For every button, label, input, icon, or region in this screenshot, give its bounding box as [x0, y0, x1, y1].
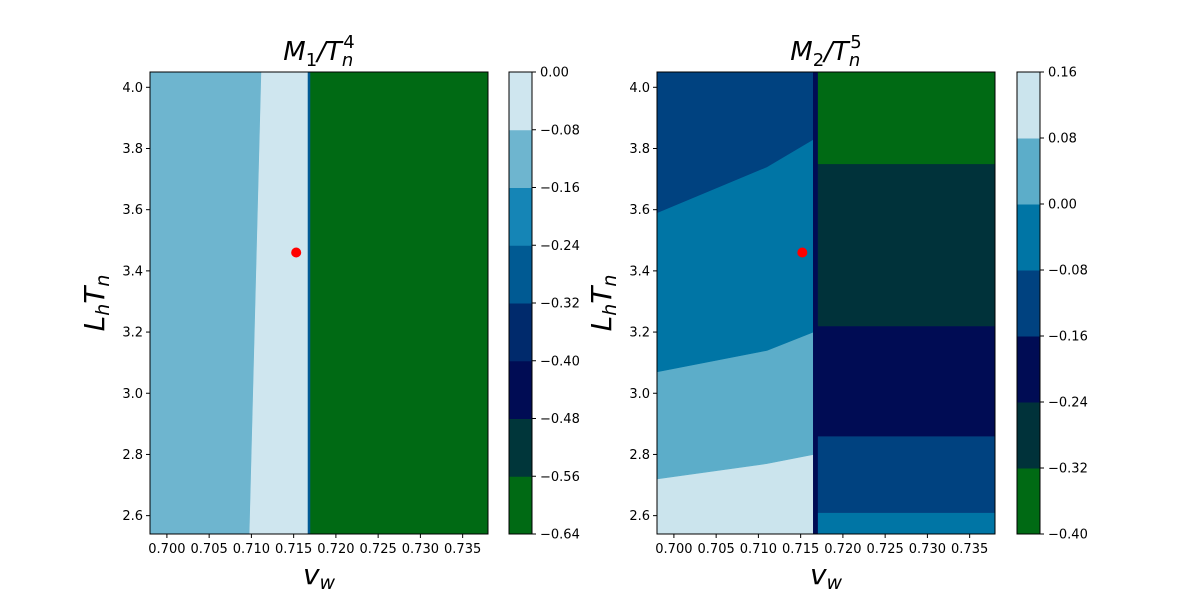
- colorbar-segment: [509, 72, 532, 131]
- contour-region-10: [813, 72, 818, 534]
- y-tick-label: 3.8: [629, 142, 650, 157]
- y-tick-label: 2.6: [122, 509, 143, 524]
- chart-title: M1/Tn4: [283, 32, 354, 71]
- y-tick-label: 4.0: [122, 81, 143, 96]
- contour-region-6: [817, 435, 995, 513]
- contour-regions: [150, 72, 488, 534]
- colorbar-tick-label: −0.40: [1048, 528, 1088, 543]
- colorbar-tick-label: −0.48: [540, 412, 580, 427]
- colorbar-tick-label: −0.24: [1048, 396, 1088, 411]
- colorbar-tick-label: −0.56: [540, 470, 580, 485]
- x-axis-label: vw: [303, 558, 336, 594]
- contour-region-4: [310, 72, 488, 534]
- y-tick-label: 3.8: [122, 142, 143, 157]
- y-tick-label: 3.0: [629, 387, 650, 402]
- colorbar-tick-label: −0.08: [1048, 264, 1088, 279]
- colorbar-segment: [1017, 468, 1040, 535]
- x-tick-label: 0.725: [867, 542, 904, 557]
- x-tick-label: 0.710: [740, 542, 777, 557]
- y-tick-label: 3.6: [122, 203, 143, 218]
- colorbar-tick-label: −0.16: [1048, 330, 1088, 345]
- y-tick-label: 3.4: [629, 264, 650, 279]
- y-tick-label: 2.6: [629, 509, 650, 524]
- colorbar-segment: [509, 476, 532, 535]
- colorbar-segment: [1017, 270, 1040, 337]
- colorbar-segment: [509, 245, 532, 304]
- x-tick-label: 0.700: [148, 542, 185, 557]
- contour-region-3: [307, 72, 311, 534]
- y-tick-label: 3.2: [122, 326, 143, 341]
- chart-title: M2/Tn5: [790, 32, 861, 71]
- colorbar-tick-label: 0.08: [1048, 132, 1077, 147]
- y-tick-label: 3.6: [629, 203, 650, 218]
- x-tick-label: 0.730: [909, 542, 946, 557]
- colorbar: −0.64 −0.56 −0.48 −0.40 −0.32 −0.24 −0.16 −0.08…: [508, 66, 580, 543]
- y-tick-label: 2.8: [629, 448, 650, 463]
- plot-frame: [149, 71, 489, 535]
- colorbar-tick-label: −0.40: [540, 354, 580, 369]
- x-axis-label: vw: [810, 558, 843, 594]
- colorbar-segment: [1017, 402, 1040, 469]
- contour-region-8: [817, 163, 995, 327]
- colorbar-tick-label: −0.24: [540, 239, 580, 254]
- y-axis-label: LhTn: [585, 275, 621, 332]
- x-tick-label: 0.715: [782, 542, 819, 557]
- y-tick-label: 3.4: [122, 264, 143, 279]
- colorbar-segment: [1017, 336, 1040, 403]
- x-tick-label: 0.720: [824, 542, 861, 557]
- contour-region-2: [249, 72, 309, 534]
- y-tick-label: 3.2: [629, 326, 650, 341]
- x-tick-label: 0.705: [191, 542, 228, 557]
- x-tick-label: 0.715: [275, 542, 312, 557]
- contour-regions: [657, 72, 995, 534]
- x-tick-label: 0.720: [317, 542, 354, 557]
- x-tick-label: 0.700: [655, 542, 692, 557]
- colorbar-tick-label: −0.08: [540, 123, 580, 138]
- contour-region-9: [817, 72, 995, 165]
- colorbar-tick-label: −0.64: [540, 528, 580, 543]
- contour-region-1: [150, 72, 262, 534]
- colorbar-tick-label: 0.00: [1048, 198, 1077, 213]
- x-tick-label: 0.730: [402, 542, 439, 557]
- colorbar-segment: [1017, 204, 1040, 271]
- x-tick-label: 0.735: [951, 542, 988, 557]
- contour-region-7: [817, 325, 995, 437]
- colorbar-tick-label: −0.32: [540, 297, 580, 312]
- colorbar-segment: [1017, 138, 1040, 205]
- colorbar-tick-label: 0.16: [1048, 66, 1077, 81]
- chart-panel-2: 0.700 0.705 0.710 0.715 0.720 0.725 0.730 0.735…: [585, 32, 1088, 594]
- x-tick-label: 0.705: [698, 542, 735, 557]
- contour-region-5: [817, 512, 995, 534]
- colorbar: −0.40 −0.32 −0.24 −0.16 −0.08 0.00 0.08 0.16: [1016, 66, 1088, 543]
- y-tick-label: 2.8: [122, 448, 143, 463]
- plot-frame: [656, 71, 996, 535]
- colorbar-segment: [1017, 72, 1040, 139]
- colorbar-frame: [1016, 71, 1041, 535]
- y-tick-label: 3.0: [122, 387, 143, 402]
- colorbar-segment: [509, 129, 532, 188]
- y-tick-label: 4.0: [629, 81, 650, 96]
- colorbar-segment: [509, 303, 532, 362]
- colorbar-tick-label: 0.00: [540, 66, 569, 81]
- colorbar-tick-label: −0.16: [540, 181, 580, 196]
- x-tick-label: 0.710: [233, 542, 270, 557]
- highlight-point: [797, 247, 808, 258]
- x-tick-label: 0.725: [360, 542, 397, 557]
- colorbar-tick-label: −0.32: [1048, 462, 1088, 477]
- colorbar-segment: [509, 187, 532, 246]
- colorbar-segment: [509, 418, 532, 477]
- x-tick-label: 0.735: [444, 542, 481, 557]
- chart-panel-1: 0.700 0.705 0.710 0.715 0.720 0.725 0.730 0.735…: [78, 32, 580, 594]
- y-axis-label: LhTn: [78, 275, 114, 332]
- colorbar-segment: [509, 360, 532, 419]
- highlight-point: [291, 247, 302, 258]
